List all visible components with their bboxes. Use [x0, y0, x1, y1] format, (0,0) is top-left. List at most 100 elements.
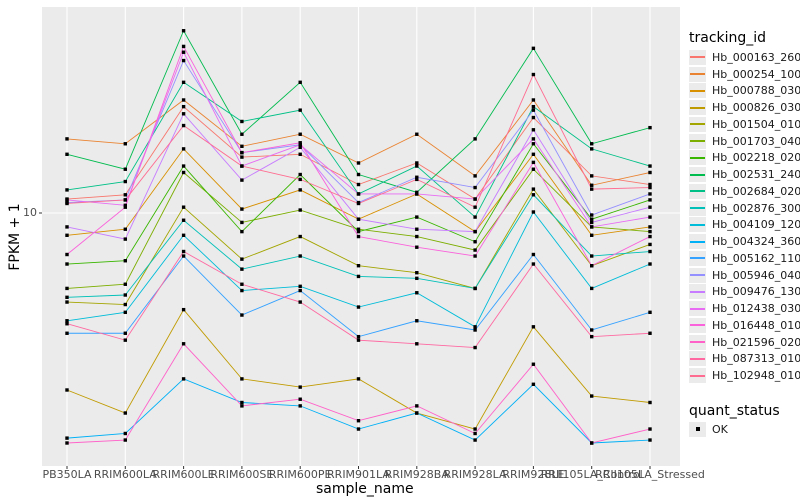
data-point: [473, 215, 477, 219]
data-point: [65, 436, 69, 440]
legend-key-line-icon: [690, 207, 705, 210]
legend-item-quant-ok: OK: [689, 421, 728, 438]
data-point: [473, 286, 477, 291]
legend-label: Hb_000254_100: [712, 67, 800, 81]
legend-key-swatch: [689, 150, 706, 166]
legend-key-line-icon: [690, 257, 705, 260]
data-point: [181, 205, 186, 209]
data-point: [123, 438, 127, 442]
data-point: [123, 227, 127, 231]
data-point: [473, 254, 477, 258]
data-point: [648, 234, 652, 239]
legend-key-line-icon: [690, 374, 705, 377]
data-point: [123, 302, 127, 307]
data-point: [531, 152, 536, 156]
legend-label: Hb_000788_030: [712, 84, 800, 98]
data-point: [298, 397, 302, 401]
data-point: [415, 177, 419, 182]
data-point: [590, 233, 594, 237]
legend-label: Hb_102948_010: [712, 369, 800, 383]
data-point: [473, 197, 477, 201]
x-tick-label-RRIM600LE: RRIM600LE: [152, 468, 215, 481]
data-point: [356, 305, 361, 309]
legend-title-quant-status: quant_status: [689, 403, 780, 419]
data-point: [590, 187, 594, 191]
legend-key-line-icon: [690, 324, 705, 327]
data-point: [415, 215, 419, 219]
legend-item-Hb_009476_130: Hb_009476_130: [689, 284, 800, 301]
data-point: [298, 300, 302, 304]
data-point: [181, 254, 186, 258]
data-point: [590, 213, 594, 217]
data-point: [65, 441, 69, 445]
data-point: [531, 167, 536, 171]
legend-item-Hb_002531_240: Hb_002531_240: [689, 166, 800, 183]
data-point: [473, 137, 477, 141]
data-point: [415, 276, 419, 281]
data-point: [65, 331, 69, 335]
data-point: [415, 319, 419, 323]
data-point: [648, 310, 652, 315]
legend-label: Hb_002876_300: [712, 201, 800, 215]
legend-item-Hb_021596_020: Hb_021596_020: [689, 334, 800, 351]
y-axis-tick-label: 10: [23, 206, 37, 219]
x-tick-label-RRIM901LA: RRIM901LA: [327, 468, 390, 481]
data-point: [531, 325, 536, 329]
data-point: [298, 234, 302, 239]
x-tick-label-RRIM928LE: RRIM928LE: [502, 468, 565, 481]
legend-key-line-icon: [690, 89, 705, 92]
legend-key-line-icon: [690, 341, 705, 344]
data-point: [648, 249, 652, 254]
data-point: [648, 198, 652, 202]
data-point: [531, 262, 536, 266]
data-point: [356, 274, 361, 279]
data-point: [590, 334, 594, 339]
legend-key-line-icon: [690, 56, 705, 59]
data-point: [298, 404, 302, 408]
data-point: [473, 205, 477, 209]
data-point: [415, 132, 419, 136]
x-axis-title: sample_name: [316, 481, 414, 497]
data-point: [240, 220, 244, 225]
data-point: [473, 240, 477, 244]
legend-item-Hb_000788_030: Hb_000788_030: [689, 83, 800, 100]
legend-label: Hb_087313_010: [712, 352, 800, 366]
data-point: [181, 147, 186, 151]
legend-label: Hb_009476_130: [712, 285, 800, 299]
legend-label: Hb_004109_120: [712, 218, 800, 232]
legend-key-line-icon: [690, 73, 705, 76]
legend-key-swatch: [689, 351, 706, 367]
data-point: [65, 188, 69, 192]
data-point: [356, 172, 361, 177]
x-axis-tick-labels: PB350LA RRIM600LA RRIM600LE RRIM600SE RRIM60…: [0, 468, 800, 482]
data-point: [65, 201, 69, 206]
data-point: [356, 201, 361, 206]
legend-key-swatch: [689, 133, 706, 149]
data-point: [65, 152, 69, 156]
data-point: [473, 328, 477, 332]
data-point: [65, 295, 69, 300]
data-point: [415, 404, 419, 408]
data-point: [590, 174, 594, 178]
data-point: [240, 282, 244, 286]
data-point: [531, 115, 536, 120]
data-point: [298, 141, 302, 145]
legend-key-line-icon: [690, 123, 705, 126]
data-point: [240, 150, 244, 155]
data-point: [648, 331, 652, 335]
legend-item-Hb_002218_020: Hb_002218_020: [689, 150, 800, 167]
data-point: [240, 229, 244, 234]
data-point: [531, 160, 536, 165]
black-square-point-icon: [695, 427, 700, 432]
data-point: [356, 234, 361, 239]
x-tick-label-RRII105LA_Stressed: RRII105LA_Stressed: [595, 468, 705, 481]
data-point: [65, 388, 69, 392]
data-point: [298, 254, 302, 258]
data-point: [473, 431, 477, 436]
data-point: [240, 178, 244, 182]
legend-key-swatch: [689, 116, 706, 132]
data-point: [531, 252, 536, 257]
data-point: [298, 288, 302, 293]
legend-label: Hb_021596_020: [712, 335, 800, 349]
data-point: [415, 175, 419, 179]
